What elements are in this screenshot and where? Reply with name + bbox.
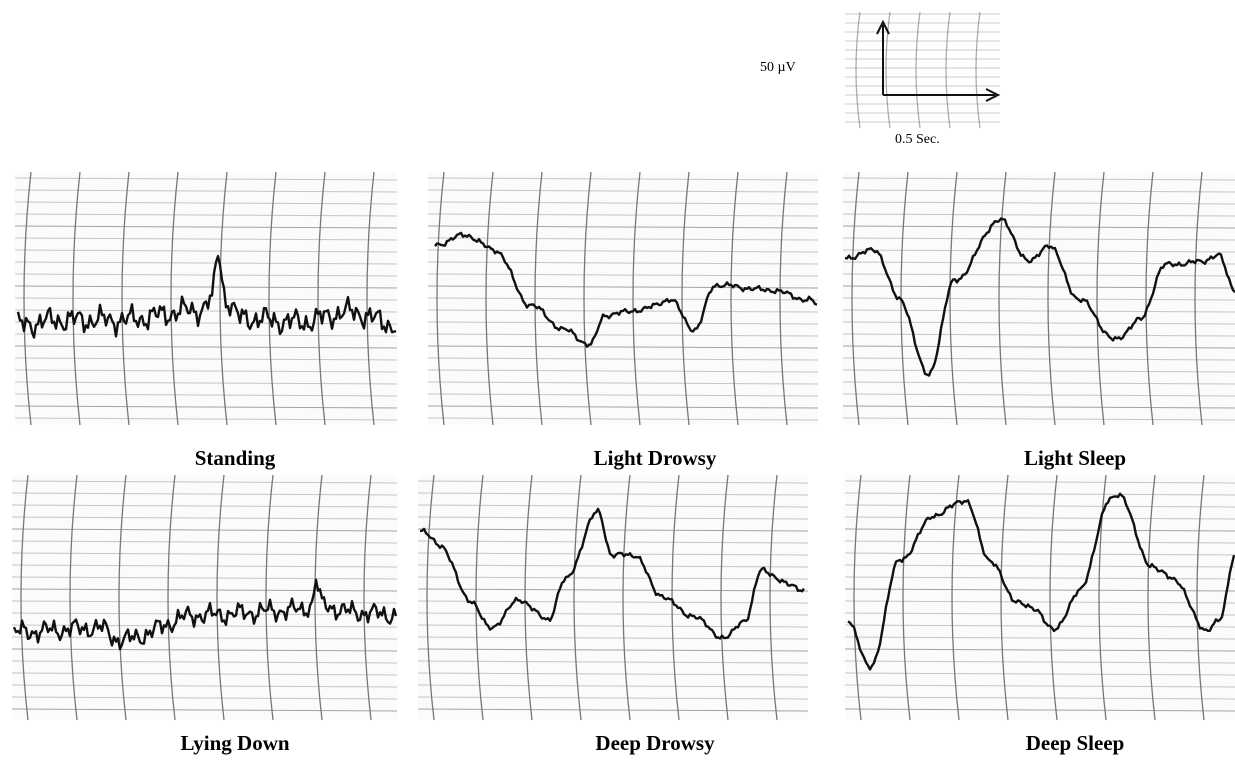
panel-label: Light Drowsy	[594, 446, 717, 470]
eeg-panel: Deep Sleep	[845, 475, 1235, 755]
figure: 50 µV 0.5 Sec. Standing Light Drowsy Light…	[0, 0, 1235, 763]
panel-label: Lying Down	[180, 731, 289, 755]
time-label: 0.5 Sec.	[895, 132, 940, 147]
amplitude-label: 50 µV	[760, 60, 796, 75]
eeg-panel: Lying Down	[12, 475, 397, 755]
eeg-panel: Deep Drowsy	[418, 475, 808, 755]
panel-label: Light Sleep	[1024, 446, 1126, 470]
panel-label: Deep Drowsy	[595, 731, 715, 755]
panel-label: Deep Sleep	[1026, 731, 1125, 755]
panel-label: Standing	[195, 446, 276, 470]
